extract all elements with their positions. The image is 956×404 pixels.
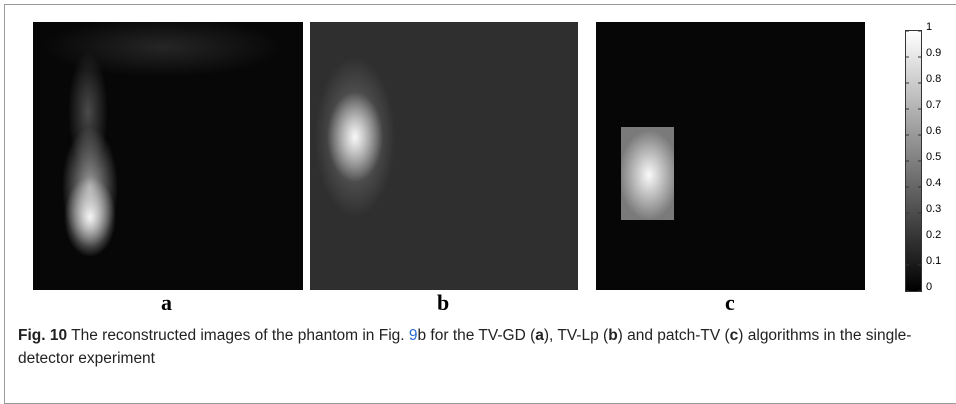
figure-link[interactable]: 9 — [409, 327, 418, 344]
caption-text: b for the TV-GD ( — [418, 327, 536, 344]
tick-label: 0.8 — [926, 73, 941, 85]
caption-text: b — [608, 327, 617, 344]
tick-label: 0.2 — [926, 229, 941, 241]
caption-text: c — [730, 327, 739, 344]
tick-label: 0.5 — [926, 151, 941, 163]
tick-label: 0.7 — [926, 99, 941, 111]
caption-text: a — [535, 327, 544, 344]
figure-number: Fig. 10 — [18, 327, 67, 344]
tick-label: 0.1 — [926, 255, 941, 267]
tick-label: 0 — [926, 281, 932, 293]
tick-label: 0.3 — [926, 203, 941, 215]
caption-text: ) and patch-TV ( — [618, 327, 730, 344]
tick-label: 1 — [926, 21, 932, 33]
page: a b c 0 0.1 0.2 0.3 0.4 0.5 0.6 0.7 0.8 0.9 1 Fig.… — [0, 0, 956, 381]
caption-text: ), TV-Lp ( — [544, 327, 608, 344]
colorbar-ticks: 0 0.1 0.2 0.3 0.4 0.5 0.6 0.7 0.8 0.9 1 — [0, 0, 956, 320]
tick-label: 0.9 — [926, 47, 941, 59]
caption: Fig. 10 The reconstructed images of the … — [18, 324, 948, 370]
tick-label: 0.4 — [926, 177, 941, 189]
tick-label: 0.6 — [926, 125, 941, 137]
caption-text: The reconstructed images of the phantom … — [67, 327, 409, 344]
